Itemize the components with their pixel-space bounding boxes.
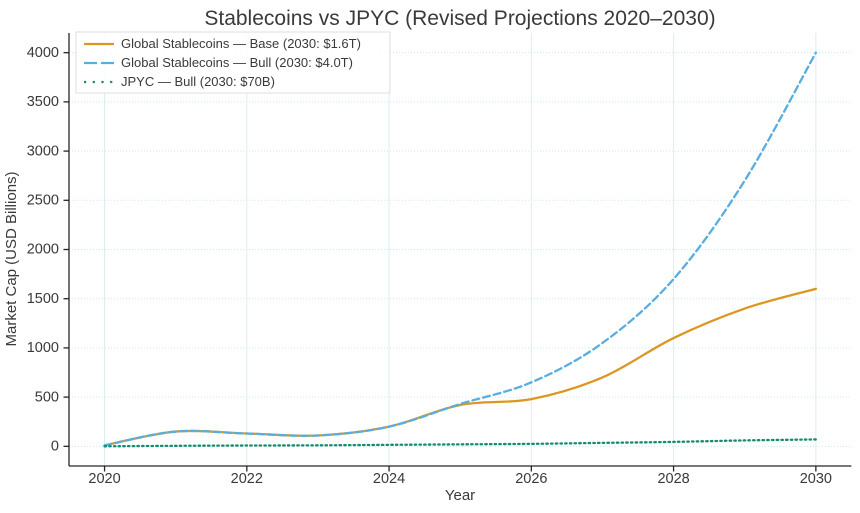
svg-text:500: 500 — [35, 389, 59, 405]
svg-text:Year: Year — [445, 487, 475, 504]
svg-text:JPYC — Bull (2030: $70B): JPYC — Bull (2030: $70B) — [121, 74, 275, 89]
svg-text:2000: 2000 — [27, 242, 59, 258]
svg-text:2500: 2500 — [27, 193, 59, 209]
svg-text:2020: 2020 — [88, 471, 120, 487]
svg-text:0: 0 — [51, 439, 59, 455]
svg-text:Market Cap (USD Billions): Market Cap (USD Billions) — [3, 171, 20, 346]
svg-text:3500: 3500 — [27, 94, 59, 110]
svg-text:2026: 2026 — [515, 471, 547, 487]
svg-text:Stablecoins vs JPYC (Revised P: Stablecoins vs JPYC (Revised Projections… — [204, 7, 715, 30]
svg-text:2028: 2028 — [657, 471, 689, 487]
svg-text:2022: 2022 — [231, 471, 263, 487]
svg-text:3000: 3000 — [27, 143, 59, 159]
svg-text:1500: 1500 — [27, 291, 59, 307]
svg-text:1000: 1000 — [27, 340, 59, 356]
svg-text:2024: 2024 — [373, 471, 405, 487]
svg-text:Global Stablecoins — Base (203: Global Stablecoins — Base (2030: $1.6T) — [121, 36, 361, 51]
svg-text:2030: 2030 — [800, 471, 832, 487]
svg-text:Global Stablecoins — Bull (203: Global Stablecoins — Bull (2030: $4.0T) — [121, 55, 353, 70]
svg-text:4000: 4000 — [27, 45, 59, 61]
